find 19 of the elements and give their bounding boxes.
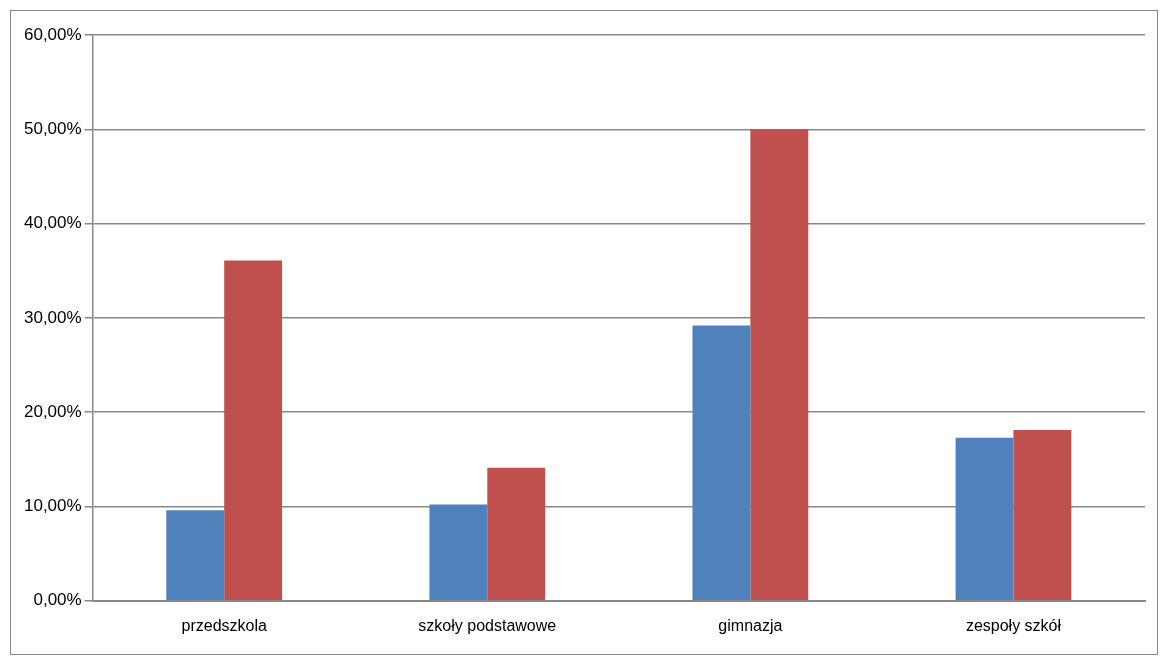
y-tick-label: 40,00% [23,213,82,233]
y-tick-label: 60,00% [23,24,82,44]
bar [487,467,546,601]
bar [692,325,751,601]
y-tick-label: 20,00% [23,401,82,421]
x-tick-label: przedszkola [181,616,267,634]
y-tick-label: 30,00% [23,307,82,327]
x-tick-label: gimnazja [718,616,783,634]
bar [750,129,809,601]
bar [429,504,488,601]
bar [955,437,1014,601]
y-tick-label: 50,00% [23,118,82,138]
bar [224,260,283,601]
x-tick-label: zespoły szkół [965,616,1062,634]
y-tick-label: 0,00% [33,590,82,610]
bar [166,510,225,601]
y-tick-label: 10,00% [23,496,82,516]
x-tick-label: szkoły podstawowe [418,616,557,634]
bar [1013,430,1072,601]
